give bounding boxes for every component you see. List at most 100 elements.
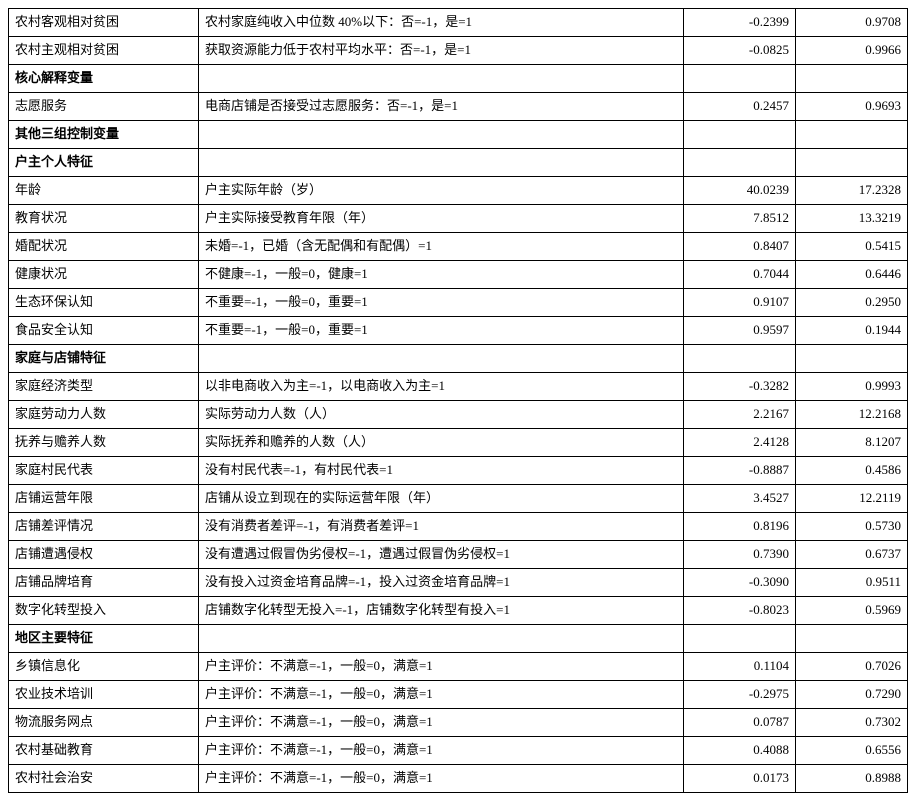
table-row: 生态环保认知不重要=-1，一般=0，重要=10.91070.2950 [9,289,908,317]
section-desc-empty [198,625,683,653]
variable-description: 户主评价：不满意=-1，一般=0，满意=1 [198,765,683,793]
variable-description: 实际抚养和赡养的人数（人） [198,429,683,457]
variable-description: 店铺从设立到现在的实际运营年限（年） [198,485,683,513]
value-sd: 0.2950 [796,289,908,317]
value-sd: 0.7026 [796,653,908,681]
variable-name: 数字化转型投入 [9,597,199,625]
value-sd: 8.1207 [796,429,908,457]
section-desc-empty [198,345,683,373]
table-row: 农业技术培训户主评价：不满意=-1，一般=0，满意=1-0.29750.7290 [9,681,908,709]
value-sd: 0.6737 [796,541,908,569]
table-row: 抚养与赡养人数实际抚养和赡养的人数（人）2.41288.1207 [9,429,908,457]
value-mean: 7.8512 [684,205,796,233]
variable-description: 没有遭遇过假冒伪劣侵权=-1，遭遇过假冒伪劣侵权=1 [198,541,683,569]
variable-description: 户主实际年龄（岁） [198,177,683,205]
section-v1-empty [684,121,796,149]
variable-name: 农村社会治安 [9,765,199,793]
section-header-label: 家庭与店铺特征 [9,345,199,373]
variable-name: 婚配状况 [9,233,199,261]
value-sd: 12.2119 [796,485,908,513]
section-v1-empty [684,625,796,653]
value-mean: -0.2975 [684,681,796,709]
table-row: 家庭与店铺特征 [9,345,908,373]
value-sd: 0.9966 [796,37,908,65]
table-row: 店铺品牌培育没有投入过资金培育品牌=-1，投入过资金培育品牌=1-0.30900… [9,569,908,597]
value-mean: 3.4527 [684,485,796,513]
value-mean: -0.0825 [684,37,796,65]
variable-description: 没有投入过资金培育品牌=-1，投入过资金培育品牌=1 [198,569,683,597]
value-sd: 0.5415 [796,233,908,261]
variable-description: 实际劳动力人数（人） [198,401,683,429]
table-row: 家庭劳动力人数实际劳动力人数（人）2.216712.2168 [9,401,908,429]
table-row: 家庭村民代表没有村民代表=-1，有村民代表=1-0.88870.4586 [9,457,908,485]
table-row: 志愿服务电商店铺是否接受过志愿服务：否=-1，是=10.24570.9693 [9,93,908,121]
value-mean: -0.8023 [684,597,796,625]
variable-name: 店铺差评情况 [9,513,199,541]
value-sd: 0.7290 [796,681,908,709]
table-row: 其他三组控制变量 [9,121,908,149]
table-row: 户主个人特征 [9,149,908,177]
section-desc-empty [198,65,683,93]
table-row: 核心解释变量 [9,65,908,93]
variable-description: 不健康=-1，一般=0，健康=1 [198,261,683,289]
variable-name: 农村主观相对贫困 [9,37,199,65]
value-sd: 0.9993 [796,373,908,401]
variable-description: 获取资源能力低于农村平均水平：否=-1，是=1 [198,37,683,65]
section-header-label: 户主个人特征 [9,149,199,177]
variable-name: 家庭经济类型 [9,373,199,401]
variable-name: 店铺遭遇侵权 [9,541,199,569]
variable-description: 电商店铺是否接受过志愿服务：否=-1，是=1 [198,93,683,121]
variable-description: 不重要=-1，一般=0，重要=1 [198,317,683,345]
variable-name: 家庭劳动力人数 [9,401,199,429]
section-v1-empty [684,65,796,93]
value-mean: 0.9107 [684,289,796,317]
table-row: 地区主要特征 [9,625,908,653]
variable-name: 志愿服务 [9,93,199,121]
variable-name: 食品安全认知 [9,317,199,345]
variable-name: 年龄 [9,177,199,205]
table-row: 农村客观相对贫困农村家庭纯收入中位数 40%以下：否=-1，是=1-0.2399… [9,9,908,37]
variable-description: 户主实际接受教育年限（年） [198,205,683,233]
table-row: 店铺运营年限店铺从设立到现在的实际运营年限（年）3.452712.2119 [9,485,908,513]
table-row: 农村社会治安户主评价：不满意=-1，一般=0，满意=10.01730.8988 [9,765,908,793]
value-mean: -0.3282 [684,373,796,401]
variable-description: 不重要=-1，一般=0，重要=1 [198,289,683,317]
value-mean: 0.7044 [684,261,796,289]
value-sd: 0.9708 [796,9,908,37]
variable-description: 户主评价：不满意=-1，一般=0，满意=1 [198,709,683,737]
value-mean: 0.4088 [684,737,796,765]
value-mean: 2.4128 [684,429,796,457]
section-header-label: 其他三组控制变量 [9,121,199,149]
value-sd: 0.8988 [796,765,908,793]
variable-name: 抚养与赡养人数 [9,429,199,457]
variable-description: 店铺数字化转型无投入=-1，店铺数字化转型有投入=1 [198,597,683,625]
variable-name: 农业技术培训 [9,681,199,709]
value-mean: 0.2457 [684,93,796,121]
table-row: 健康状况不健康=-1，一般=0，健康=10.70440.6446 [9,261,908,289]
variable-name: 农村客观相对贫困 [9,9,199,37]
variable-name: 教育状况 [9,205,199,233]
variable-description: 户主评价：不满意=-1，一般=0，满意=1 [198,653,683,681]
value-sd: 17.2328 [796,177,908,205]
value-sd: 0.6446 [796,261,908,289]
value-mean: -0.8887 [684,457,796,485]
table-row: 数字化转型投入店铺数字化转型无投入=-1，店铺数字化转型有投入=1-0.8023… [9,597,908,625]
value-mean: -0.3090 [684,569,796,597]
variable-description: 户主评价：不满意=-1，一般=0，满意=1 [198,681,683,709]
value-mean: 0.1104 [684,653,796,681]
section-desc-empty [198,121,683,149]
table-row: 店铺差评情况没有消费者差评=-1，有消费者差评=10.81960.5730 [9,513,908,541]
variable-description: 没有村民代表=-1，有村民代表=1 [198,457,683,485]
value-sd: 0.9693 [796,93,908,121]
value-sd: 0.7302 [796,709,908,737]
table-row: 年龄户主实际年龄（岁）40.023917.2328 [9,177,908,205]
value-mean: 0.9597 [684,317,796,345]
section-v1-empty [684,149,796,177]
section-v1-empty [684,345,796,373]
variable-name: 物流服务网点 [9,709,199,737]
value-sd: 0.9511 [796,569,908,597]
section-v2-empty [796,345,908,373]
variable-name: 店铺运营年限 [9,485,199,513]
variable-description: 农村家庭纯收入中位数 40%以下：否=-1，是=1 [198,9,683,37]
table-row: 物流服务网点户主评价：不满意=-1，一般=0，满意=10.07870.7302 [9,709,908,737]
